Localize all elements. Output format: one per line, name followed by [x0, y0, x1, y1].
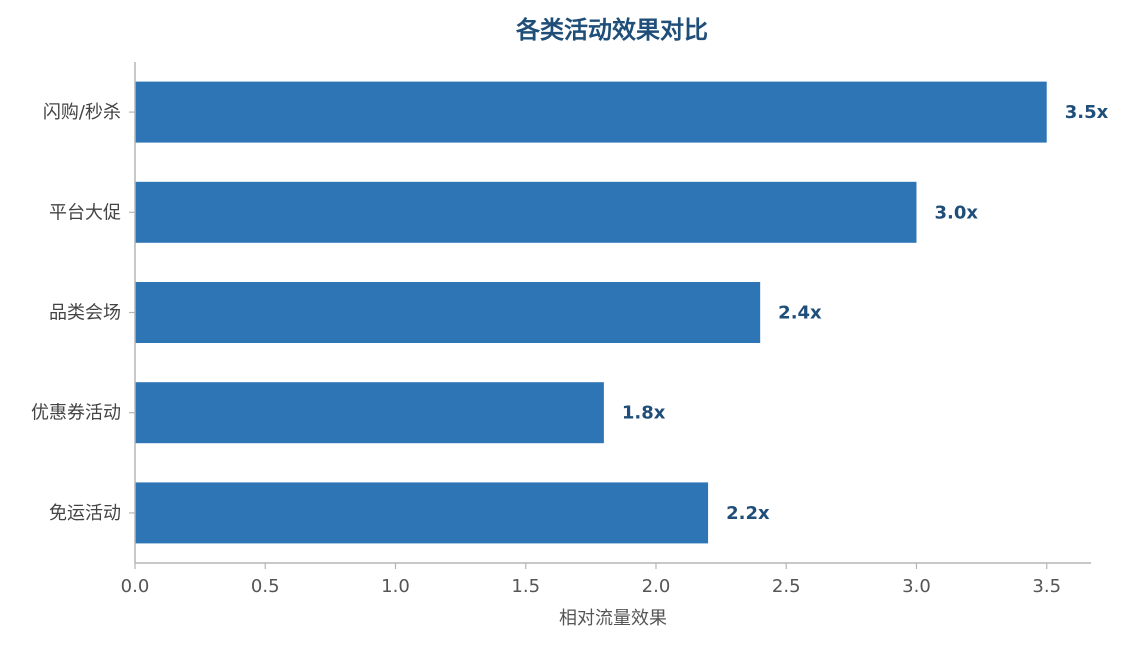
x-axis-title: 相对流量效果 [559, 608, 667, 629]
x-tick-label: 0.0 [121, 576, 150, 597]
bar-value-label: 1.8x [622, 403, 666, 424]
x-tick-label: 3.0 [902, 576, 931, 597]
bar-0 [135, 81, 1047, 143]
bar-1 [135, 181, 917, 243]
category-label: 优惠券活动 [31, 403, 121, 424]
category-label: 免运活动 [49, 503, 121, 524]
bar-value-label: 2.2x [726, 503, 770, 524]
bar-4 [135, 482, 709, 544]
x-tick-label: 3.5 [1032, 576, 1061, 597]
category-label: 闪购/秒杀 [43, 102, 121, 123]
bar-value-label: 3.5x [1065, 102, 1109, 123]
x-tick-label: 0.5 [251, 576, 280, 597]
bars-layer: 3.5x 闪购/秒杀 3.0x 平台大促 2.4x 品类会场 1.8x 优惠券活动 2.2x 免运… [31, 81, 1109, 544]
bar-value-label: 3.0x [934, 202, 978, 223]
x-tick-label: 2.0 [642, 576, 671, 597]
ticks-layer: 0.0 0.5 1.0 1.5 2.0 2.5 3.0 3.5 [121, 563, 1061, 597]
x-tick-label: 1.5 [511, 576, 540, 597]
bar-value-label: 2.4x [778, 303, 822, 324]
x-tick-label: 1.0 [381, 576, 410, 597]
chart-title: 各类活动效果对比 [515, 16, 708, 44]
category-label: 品类会场 [49, 303, 121, 324]
bar-2 [135, 282, 761, 343]
category-label: 平台大促 [49, 202, 121, 223]
x-tick-label: 2.5 [772, 576, 801, 597]
bar-3 [135, 382, 604, 444]
